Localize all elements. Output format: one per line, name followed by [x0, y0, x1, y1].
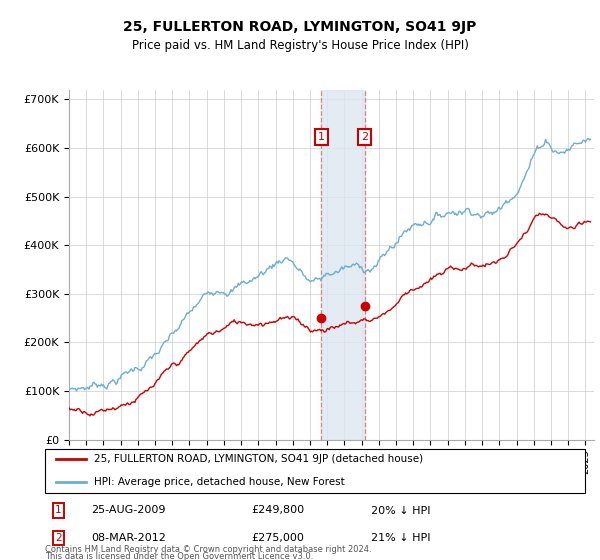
Text: 20% ↓ HPI: 20% ↓ HPI — [371, 506, 430, 515]
FancyBboxPatch shape — [45, 449, 585, 493]
Text: HPI: Average price, detached house, New Forest: HPI: Average price, detached house, New … — [94, 477, 344, 487]
Text: 25, FULLERTON ROAD, LYMINGTON, SO41 9JP: 25, FULLERTON ROAD, LYMINGTON, SO41 9JP — [124, 20, 476, 34]
Text: This data is licensed under the Open Government Licence v3.0.: This data is licensed under the Open Gov… — [45, 552, 313, 560]
Text: Price paid vs. HM Land Registry's House Price Index (HPI): Price paid vs. HM Land Registry's House … — [131, 39, 469, 52]
Text: 2: 2 — [55, 533, 62, 543]
Text: £275,000: £275,000 — [251, 533, 304, 543]
Bar — [321, 90, 365, 440]
Text: 21% ↓ HPI: 21% ↓ HPI — [371, 533, 430, 543]
Text: 1: 1 — [55, 506, 62, 515]
Text: 1: 1 — [317, 132, 325, 142]
Text: £249,800: £249,800 — [251, 506, 304, 515]
Text: 25-AUG-2009: 25-AUG-2009 — [91, 506, 166, 515]
Text: 25, FULLERTON ROAD, LYMINGTON, SO41 9JP (detached house): 25, FULLERTON ROAD, LYMINGTON, SO41 9JP … — [94, 454, 423, 464]
Text: 2: 2 — [361, 132, 368, 142]
Text: Contains HM Land Registry data © Crown copyright and database right 2024.: Contains HM Land Registry data © Crown c… — [45, 545, 371, 554]
Text: 08-MAR-2012: 08-MAR-2012 — [91, 533, 166, 543]
